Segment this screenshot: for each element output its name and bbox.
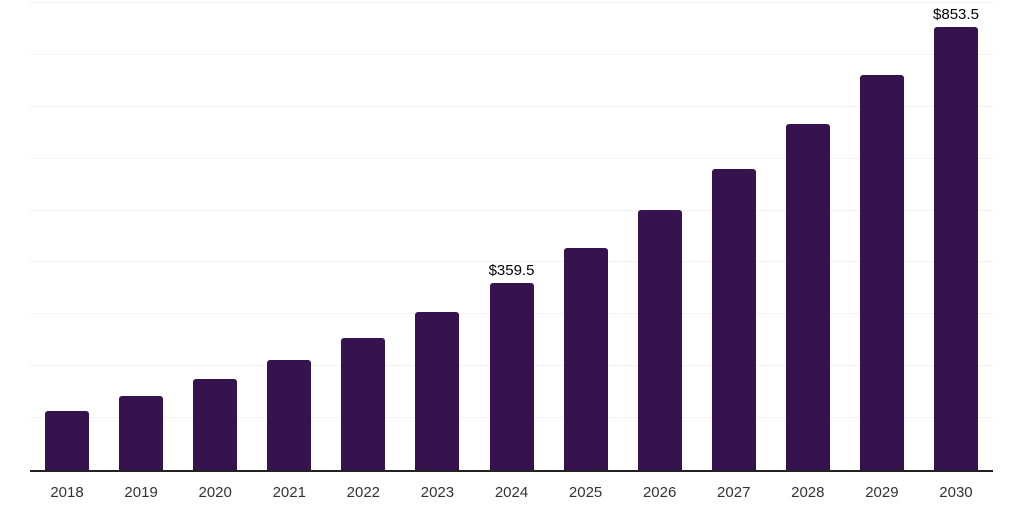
bar-slot: $359.5 (474, 0, 548, 470)
bar-slot (771, 0, 845, 470)
gridline (30, 209, 993, 211)
bar-slot (400, 0, 474, 470)
gridline (30, 2, 993, 3)
bar-2027 (711, 168, 756, 470)
x-tick-label: 2022 (346, 484, 381, 501)
bar-slot (178, 0, 252, 470)
bar-2030 (933, 27, 978, 470)
bar-2026 (637, 210, 682, 470)
x-tick-label: 2025 (568, 484, 603, 501)
bar-slot: $853.5 (919, 0, 993, 470)
x-tick-label: 2018 (50, 484, 84, 501)
bar-2022 (341, 337, 386, 470)
bar-slot (252, 0, 326, 470)
bar-slot (549, 0, 623, 470)
bars-row: $359.5 $853.5 (30, 0, 993, 470)
bar-value-label: $853.5 (933, 6, 979, 24)
x-tick-label: 2024 (494, 484, 529, 501)
bar-2025 (563, 248, 608, 470)
bar-slot (30, 0, 104, 470)
bar-slot (845, 0, 919, 470)
gridline (30, 157, 993, 159)
bar-value-label: $359.5 (488, 262, 535, 280)
bar-2029 (859, 75, 904, 470)
gridline (30, 105, 993, 107)
bar-slot (326, 0, 400, 470)
x-tick-label: 2020 (198, 484, 232, 501)
bar-slot (104, 0, 178, 470)
bar-2023 (415, 311, 460, 470)
bar-2018 (45, 411, 90, 470)
bar-2020 (193, 378, 238, 470)
x-tick-label: 2023 (420, 484, 455, 501)
gridline (30, 53, 993, 55)
bar-2028 (785, 123, 830, 470)
plot-area: $359.5 $853.5 (30, 0, 993, 472)
bar-slot (697, 0, 771, 470)
bar-slot (623, 0, 697, 470)
x-tick-label: 2026 (642, 484, 677, 501)
x-tick-label: 2030 (939, 484, 973, 501)
bar-2024 (489, 283, 534, 470)
x-tick-label: 2027 (717, 484, 751, 501)
x-tick-label: 2029 (865, 484, 899, 501)
bar-2019 (119, 395, 164, 470)
gridline (30, 261, 993, 263)
bar-2021 (267, 360, 312, 470)
x-tick-label: 2028 (791, 484, 825, 501)
x-tick-label: 2019 (124, 484, 158, 501)
x-tick-label: 2021 (272, 484, 306, 501)
x-axis: 2018 2019 2020 2021 2022 2023 2024 2025 2026 2027… (30, 472, 993, 500)
